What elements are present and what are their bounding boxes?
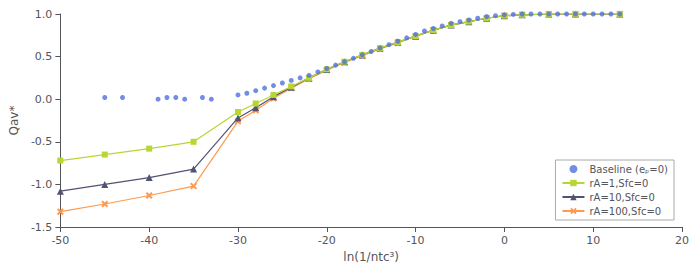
svg-text:-40: -40 xyxy=(140,234,158,247)
svg-text:rA=10,Sfc=0: rA=10,Sfc=0 xyxy=(589,192,654,203)
svg-text:-50: -50 xyxy=(51,234,69,247)
svg-text:-0.5: -0.5 xyxy=(31,135,52,148)
svg-text:rA=1,Sfc=0: rA=1,Sfc=0 xyxy=(589,178,648,189)
svg-text:-1.5: -1.5 xyxy=(31,221,52,234)
svg-text:ln(1/ntc³): ln(1/ntc³) xyxy=(343,250,399,264)
svg-text:Qav*: Qav* xyxy=(7,106,21,136)
svg-text:1.0: 1.0 xyxy=(35,8,53,21)
svg-text:10: 10 xyxy=(586,234,600,247)
svg-text:-30: -30 xyxy=(229,234,247,247)
svg-text:0.0: 0.0 xyxy=(35,93,53,106)
svg-text:0.5: 0.5 xyxy=(35,50,53,63)
svg-text:-20: -20 xyxy=(318,234,336,247)
svg-text:rA=100,Sfc=0: rA=100,Sfc=0 xyxy=(589,206,661,217)
svg-text:0: 0 xyxy=(501,234,508,247)
svg-text:-10: -10 xyxy=(407,234,425,247)
svg-text:Baseline (eₚ=0): Baseline (eₚ=0) xyxy=(589,164,668,175)
svg-text:-1.0: -1.0 xyxy=(31,178,52,191)
svg-text:20: 20 xyxy=(675,234,689,247)
